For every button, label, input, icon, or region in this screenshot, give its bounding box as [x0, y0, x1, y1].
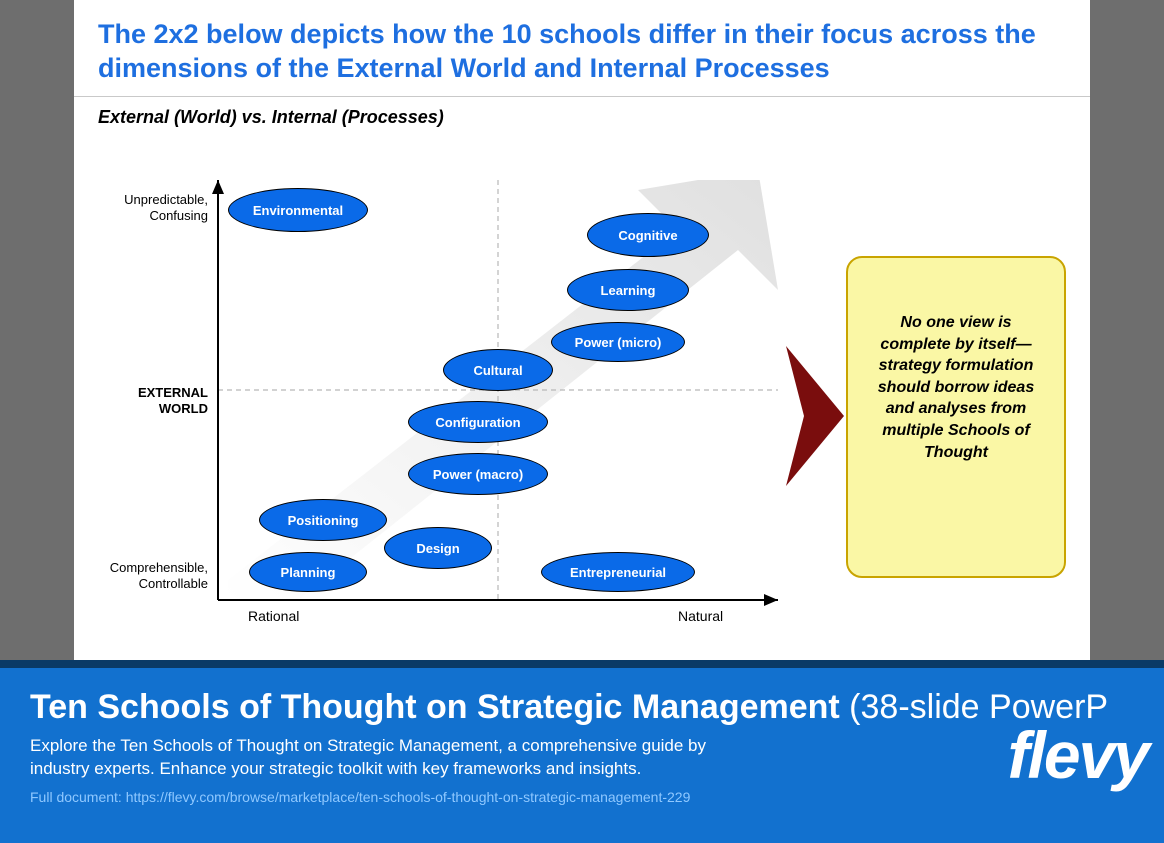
- school-node: Learning: [567, 269, 689, 311]
- school-node: Environmental: [228, 188, 368, 232]
- slide-subtitle: External (World) vs. Internal (Processes…: [74, 97, 1090, 128]
- callout: No one view is complete by itself—strate…: [830, 256, 1066, 578]
- banner-desc: Explore the Ten Schools of Thought on St…: [30, 735, 750, 781]
- school-node: Design: [384, 527, 492, 569]
- y-axis-bottom-label: Comprehensible, Controllable: [98, 560, 208, 591]
- flevy-logo: flevy: [1008, 717, 1148, 793]
- school-node: Configuration: [408, 401, 548, 443]
- callout-box: No one view is complete by itself—strate…: [846, 256, 1066, 578]
- school-node: Planning: [249, 552, 367, 592]
- school-node: Power (macro): [408, 453, 548, 495]
- y-axis-top-label: Unpredictable, Confusing: [98, 192, 208, 223]
- banner: Ten Schools of Thought on Strategic Mana…: [0, 660, 1164, 843]
- banner-link[interactable]: Full document: https://flevy.com/browse/…: [30, 789, 1134, 805]
- school-node: Power (micro): [551, 322, 685, 362]
- callout-text: No one view is complete by itself—strate…: [878, 314, 1034, 461]
- school-node: Cultural: [443, 349, 553, 391]
- school-node: Cognitive: [587, 213, 709, 257]
- y-axis-title: EXTERNAL WORLD: [98, 385, 208, 416]
- chart-2x2: EXTERNAL WORLD Unpredictable, Confusing …: [98, 160, 818, 640]
- plot-area: Environmental Cognitive Learning Power (mic…: [218, 180, 778, 600]
- school-node: Positioning: [259, 499, 387, 541]
- banner-title-main: Ten Schools of Thought on Strategic Mana…: [30, 688, 840, 726]
- slide: The 2x2 below depicts how the 10 schools…: [74, 0, 1090, 660]
- nodes-layer: Environmental Cognitive Learning Power (mic…: [218, 180, 778, 600]
- slide-title: The 2x2 below depicts how the 10 schools…: [74, 0, 1090, 97]
- banner-content: Ten Schools of Thought on Strategic Mana…: [0, 668, 1164, 843]
- school-node: Entrepreneurial: [541, 552, 695, 592]
- banner-title: Ten Schools of Thought on Strategic Mana…: [30, 688, 1134, 727]
